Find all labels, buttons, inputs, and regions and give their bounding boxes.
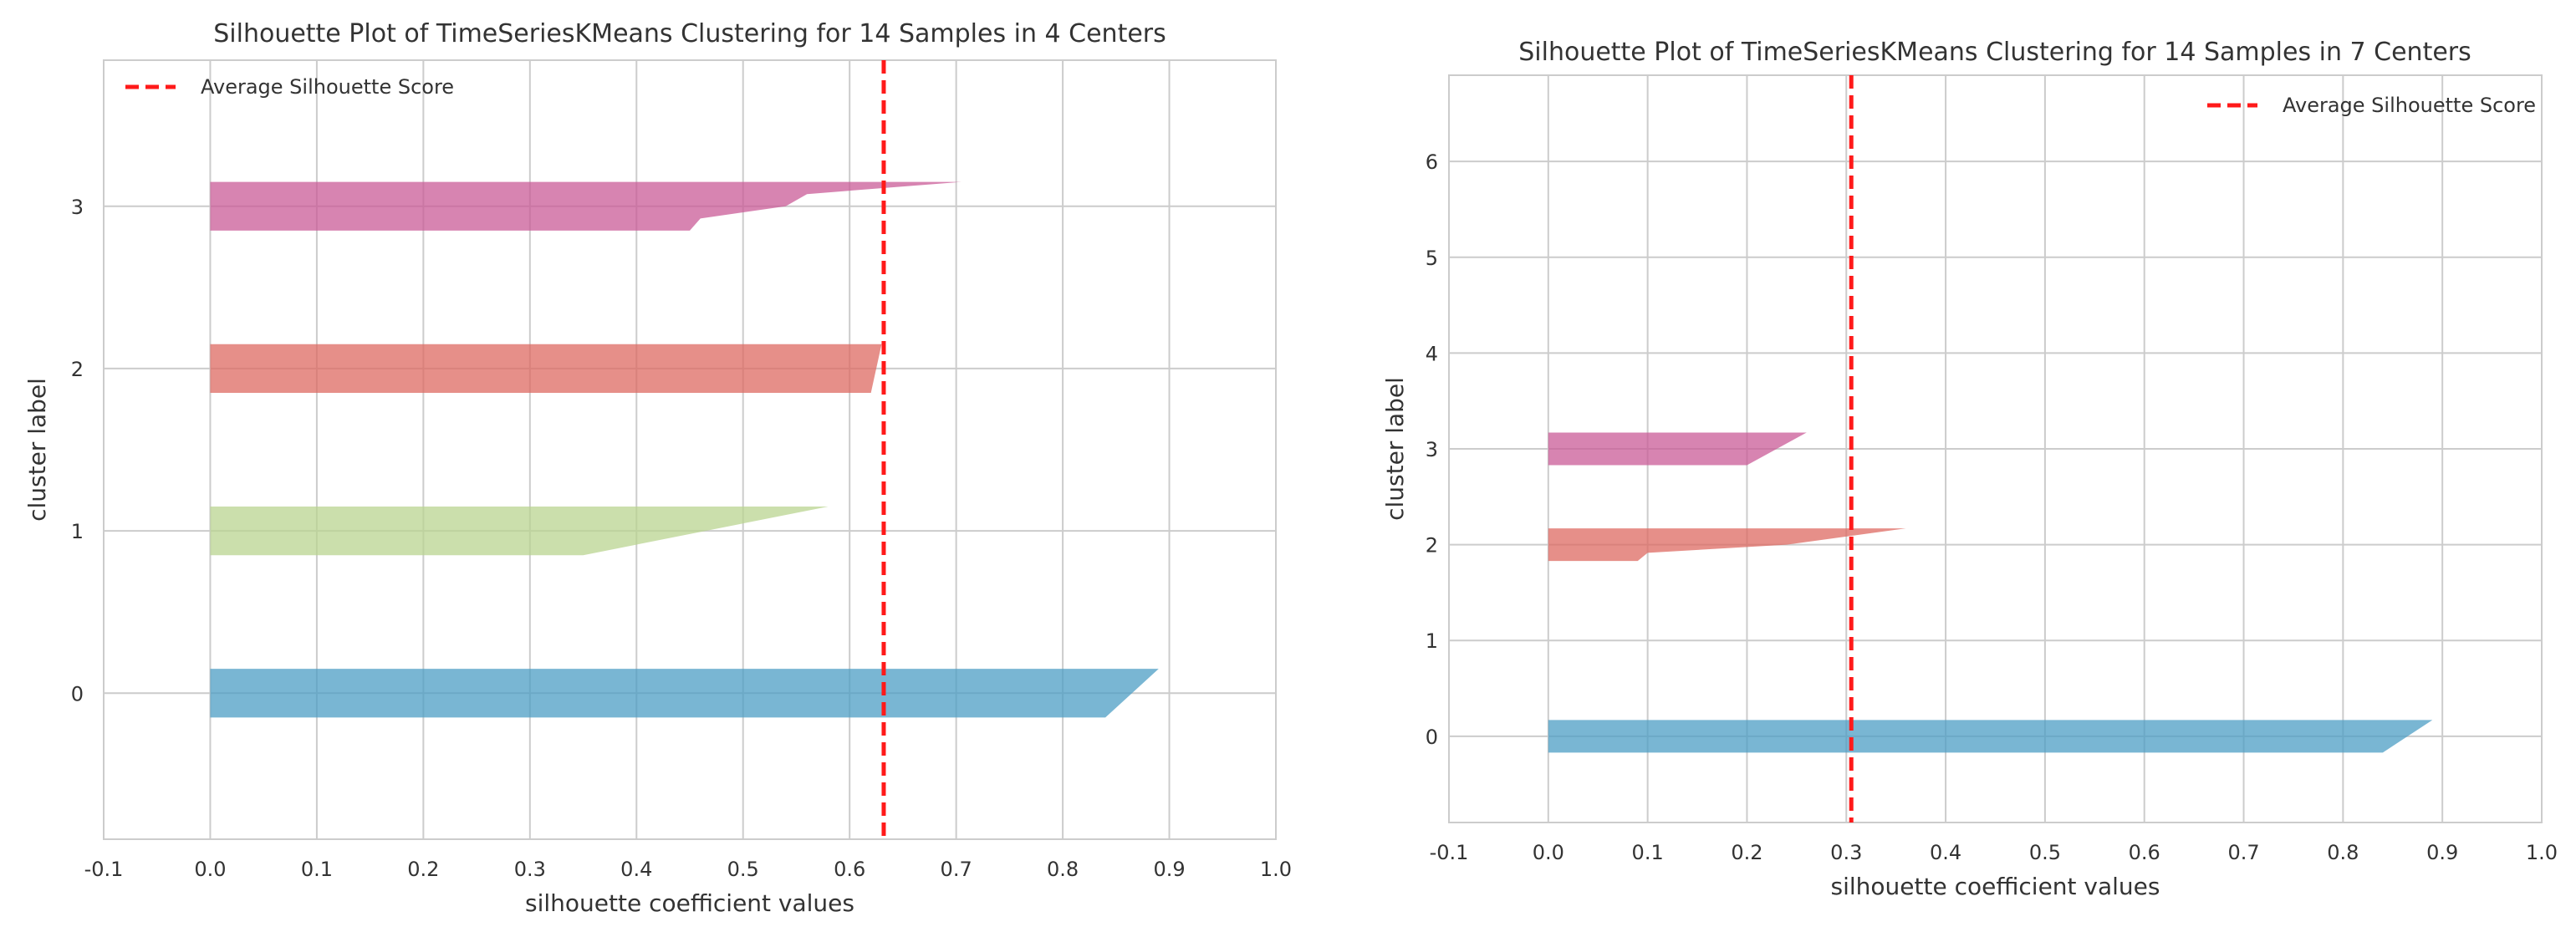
silhouette-band-cluster-3 <box>1548 432 1807 466</box>
x-tick-label: 0.0 <box>1533 841 1564 864</box>
x-tick-label: 0.0 <box>194 858 226 881</box>
chart-title: Silhouette Plot of TimeSeriesKMeans Clus… <box>1518 38 2471 67</box>
silhouette-band-cluster-1 <box>210 506 829 556</box>
y-tick-label: 1 <box>1426 629 1438 653</box>
x-tick-label: 0.5 <box>727 858 759 881</box>
y-tick-label: 4 <box>1426 342 1438 365</box>
gridlines <box>1448 75 2543 823</box>
x-tick-label: 1.0 <box>1260 858 1292 881</box>
x-tick-label: 1.0 <box>2526 841 2558 864</box>
x-tick-label: 0.6 <box>2129 841 2160 864</box>
legend: Average Silhouette Score <box>125 75 454 99</box>
y-tick-label: 0 <box>71 682 84 705</box>
y-axis-label: cluster label <box>23 378 51 522</box>
x-tick-label: 0.5 <box>2029 841 2061 864</box>
silhouette-band-cluster-2 <box>1548 528 1906 562</box>
legend: Average Silhouette Score <box>2207 94 2536 117</box>
y-tick-label: 1 <box>71 520 84 543</box>
y-tick-label: 3 <box>1426 438 1438 461</box>
x-tick-label: 0.8 <box>2327 841 2359 864</box>
legend-label: Average Silhouette Score <box>2283 94 2536 117</box>
y-tick-label: 3 <box>71 196 84 219</box>
x-tick-label: 0.1 <box>1632 841 1664 864</box>
chart-panel-7-centers: -0.1 0.0 0.1 0.2 0.3 0.4 0.5 0.6 0.7 0.8 0.9 1.0 0 1 2… <box>1381 38 2558 900</box>
y-tick-label: 6 <box>1426 150 1438 174</box>
x-tick-label: 0.9 <box>1153 858 1185 881</box>
chart-title: Silhouette Plot of TimeSeriesKMeans Clus… <box>213 19 1166 48</box>
x-tick-label: 0.3 <box>1830 841 1862 864</box>
x-tick-label: 0.4 <box>620 858 652 881</box>
x-tick-label: 0.4 <box>1930 841 1961 864</box>
axes-frame <box>1448 74 2543 823</box>
y-axis-label: cluster label <box>1381 377 1409 521</box>
x-tick-label: -0.1 <box>84 858 124 881</box>
x-tick-label: 0.8 <box>1047 858 1079 881</box>
y-tick-label: 5 <box>1426 247 1438 270</box>
silhouette-band-cluster-2 <box>210 344 882 394</box>
x-axis-label: silhouette coefficient values <box>525 889 854 917</box>
y-tick-label: 2 <box>1426 534 1438 558</box>
x-tick-label: 0.9 <box>2426 841 2458 864</box>
x-tick-label: 0.2 <box>1731 841 1762 864</box>
x-tick-label: 0.3 <box>514 858 546 881</box>
legend-label: Average Silhouette Score <box>201 75 454 99</box>
x-tick-label: 0.2 <box>407 858 439 881</box>
silhouette-band-cluster-3 <box>210 181 962 231</box>
silhouette-band-cluster-0 <box>1548 720 2433 753</box>
x-axis-label: silhouette coefficient values <box>1831 873 2160 900</box>
axes-frame <box>103 59 1277 840</box>
y-tick-label: 0 <box>1426 726 1438 749</box>
x-tick-label: 0.7 <box>2227 841 2259 864</box>
x-tick-label: 0.6 <box>834 858 865 881</box>
x-tick-label: 0.7 <box>941 858 972 881</box>
y-tick-label: 2 <box>71 358 84 381</box>
gridlines <box>103 60 1277 839</box>
x-tick-label: 0.1 <box>301 858 333 881</box>
chart-panel-4-centers: -0.1 0.0 0.1 0.2 0.3 0.4 0.5 0.6 0.7 0.8 0.9 1.0 0 1 2… <box>23 19 1292 917</box>
silhouette-band-cluster-0 <box>210 669 1159 718</box>
x-tick-label: -0.1 <box>1430 841 1469 864</box>
